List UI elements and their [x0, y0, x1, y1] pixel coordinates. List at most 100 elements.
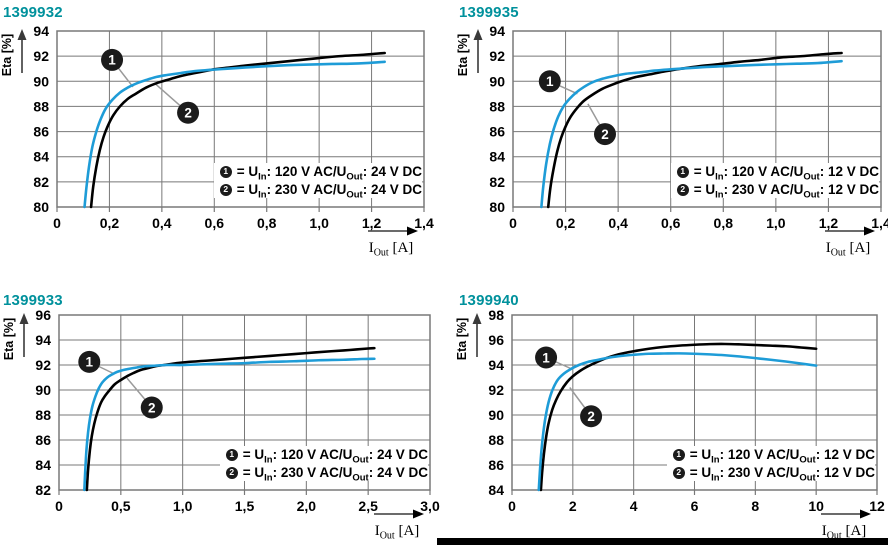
curve-230vac [85, 346, 376, 492]
efficiency-chart-canvas: 0 0,2 0,4 0,6 0,8 1,0 1,2 1,4 80 82 84 86 88 90 92 94 Et… [456, 23, 888, 259]
y-tick-label: 86 [35, 432, 51, 448]
chart-panel-1399940: 1399940 0 2 4 6 8 10 12 84 86 88 90 92 94 96 98 Eta [%]… [444, 272, 888, 545]
curve-230vac [89, 51, 386, 209]
x-axis-label: IOut [A] [821, 509, 871, 542]
chart-legend: 1 = UIn: 120 V AC/UOut: 24 V DC 2 = UIn: 23… [219, 446, 428, 483]
y-tick-label: 96 [488, 332, 504, 348]
y-tick-label: 92 [489, 48, 505, 64]
y-axis-label: Eta [%] [2, 313, 29, 360]
y-tick-label: 82 [33, 174, 49, 190]
callout-number-1: 1 [108, 53, 116, 68]
y-tick-label: 84 [489, 149, 505, 165]
svg-text:Eta [%]: Eta [%] [2, 318, 16, 360]
plot-border [56, 30, 425, 208]
y-axis-arrow-head [19, 313, 29, 324]
x-tick-label: 0,4 [152, 215, 172, 231]
efficiency-chart-canvas: 0 0,5 1,0 1,5 2,0 2,5 3,0 82 84 86 88 90 92 94 96 Eta [… [2, 307, 440, 542]
legend-marker-1: 1 [676, 165, 689, 178]
y-tick-label: 94 [488, 357, 504, 373]
x-tick-label: 0,5 [111, 498, 131, 514]
callout-circle-2 [177, 101, 200, 124]
tick-labels: 0 0,2 0,4 0,6 0,8 1,0 1,2 1,4 80 82 84 86 88 90 92 94 [489, 23, 888, 231]
legend-text: = UIn: 120 V AC/UOut: 12 V DC [693, 164, 879, 183]
legend-row-1: 1 = UIn: 120 V AC/UOut: 24 V DC [219, 164, 422, 183]
legend-marker-2: 2 [225, 466, 238, 479]
chart-title: 1399935 [459, 4, 519, 21]
chart-title: 1399933 [3, 292, 63, 309]
y-tick-label: 88 [488, 432, 504, 448]
x-axis-arrow-head [860, 509, 871, 519]
legend-text: = UIn: 120 V AC/UOut: 12 V DC [689, 447, 875, 466]
y-tick-label: 88 [35, 407, 51, 423]
x-tick-label: 1,2 [362, 215, 382, 231]
curve-120vac [540, 59, 843, 209]
x-tick-label: 1,4 [871, 215, 888, 231]
legend-row-2: 2 = UIn: 230 V AC/UOut: 12 V DC [672, 465, 875, 483]
plot-border [511, 314, 878, 491]
y-tick-label: 92 [33, 48, 49, 64]
x-tick-label: 2 [569, 498, 577, 514]
y-tick-label: 88 [489, 98, 505, 114]
curves [83, 51, 386, 209]
curves [540, 51, 843, 209]
y-tick-label: 94 [489, 23, 505, 39]
x-tick-label: 8 [751, 498, 759, 514]
x-tick-label: 4 [630, 498, 638, 514]
legend-text: = UIn: 230 V AC/UOut: 12 V DC [693, 182, 879, 201]
y-tick-label: 90 [489, 73, 505, 89]
y-tick-label: 84 [33, 149, 49, 165]
callouts: 12 [78, 350, 163, 419]
x-tick-label: 0,6 [661, 215, 681, 231]
legend-row-1: 1 = UIn: 120 V AC/UOut: 12 V DC [676, 164, 879, 183]
y-axis-label: Eta [%] [455, 313, 482, 360]
x-tick-label: 10 [808, 498, 824, 514]
y-axis-arrow-head [473, 29, 483, 40]
x-tick-label: 1,0 [173, 498, 193, 514]
svg-text:IOut [A]: IOut [A] [369, 240, 414, 259]
y-tick-label: 90 [488, 407, 504, 423]
x-tick-label: 6 [691, 498, 699, 514]
y-tick-label: 86 [488, 457, 504, 473]
legend-row-1: 1 = UIn: 120 V AC/UOut: 24 V DC [225, 447, 428, 465]
y-axis-arrow-head [17, 29, 27, 40]
chart-legend: 1 = UIn: 120 V AC/UOut: 24 V DC 2 = UIn: 23… [213, 163, 422, 200]
y-tick-label: 82 [489, 174, 505, 190]
svg-text:Eta [%]: Eta [%] [455, 318, 469, 360]
callout-number-2: 2 [148, 400, 156, 415]
callouts: 12 [535, 346, 603, 428]
svg-text:IOut [A]: IOut [A] [826, 240, 871, 259]
y-axis-label: Eta [%] [456, 29, 483, 76]
curve-120vac [83, 60, 386, 209]
callout-circle-1 [538, 70, 561, 93]
callout-circle-1 [78, 350, 101, 373]
y-tick-label: 80 [33, 199, 49, 215]
callouts: 12 [538, 70, 616, 146]
y-tick-label: 84 [35, 457, 51, 473]
legend-text: = UIn: 120 V AC/UOut: 24 V DC [236, 164, 422, 183]
x-tick-label: 0 [53, 215, 61, 231]
plot-border [58, 314, 431, 491]
chart-panel-1399932: 1399932 0 0,2 0,4 0,6 0,8 1,0 1,2 1,4 80 82 84 86 88… [0, 0, 444, 273]
curve-230vac [546, 51, 843, 209]
efficiency-chart-canvas: 0 0,2 0,4 0,6 0,8 1,0 1,2 1,4 80 82 84 86 88 90 92 94 Et… [0, 23, 434, 259]
legend-marker-2: 2 [672, 466, 685, 479]
tick-labels: 0 0,5 1,0 1,5 2,0 2,5 3,0 82 84 86 88 90 92 94 96 [35, 307, 440, 514]
callout-number-2: 2 [184, 106, 192, 121]
x-tick-label: 12 [869, 498, 885, 514]
chart-title: 1399940 [459, 292, 519, 309]
x-tick-label: 3,0 [420, 498, 440, 514]
svg-text:IOut [A]: IOut [A] [375, 523, 420, 542]
callout-number-2: 2 [587, 409, 595, 424]
svg-text:IOut [A]: IOut [A] [822, 523, 867, 542]
tick-labels: 0 0,2 0,4 0,6 0,8 1,0 1,2 1,4 80 82 84 86 88 90 92 94 [33, 23, 434, 231]
x-tick-label: 2,0 [297, 498, 317, 514]
legend-row-2: 2 = UIn: 230 V AC/UOut: 24 V DC [225, 465, 428, 483]
chart-legend: 1 = UIn: 120 V AC/UOut: 12 V DC 2 = UIn: 23… [666, 446, 875, 483]
x-tick-label: 1,5 [235, 498, 255, 514]
callout-number-1: 1 [546, 74, 554, 89]
x-axis-arrow-head [407, 226, 418, 236]
x-tick-label: 0,8 [257, 215, 277, 231]
legend-marker-1: 1 [219, 165, 232, 178]
